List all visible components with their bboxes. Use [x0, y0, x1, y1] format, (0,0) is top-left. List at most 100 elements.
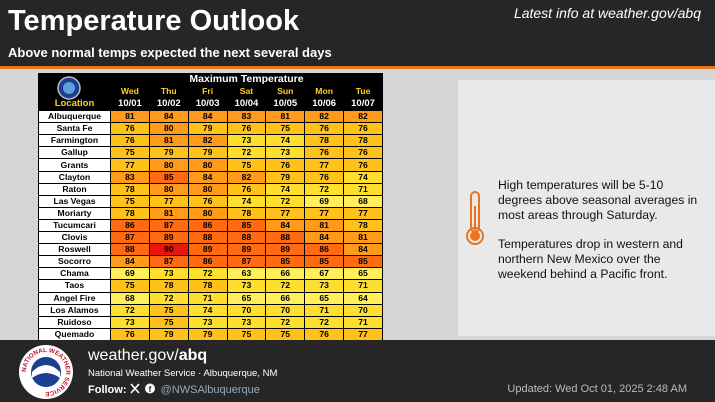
temp-cell: 76: [343, 158, 383, 172]
temp-cell: 86: [187, 255, 228, 269]
days-row: Wed Thu Fri Sat Sun Mon Tue: [39, 86, 383, 97]
table: Maximum Temperature Wed Thu Fri Sat Sun Mon Tue…: [38, 73, 383, 341]
temp-cell: 75: [226, 327, 267, 341]
temp-cell: 81: [343, 231, 383, 245]
temp-cell: 79: [187, 122, 228, 136]
location: Santa Fe: [38, 122, 111, 136]
temp-cell: 81: [110, 110, 150, 124]
temp-cell: 73: [187, 315, 228, 329]
temp-cell: 77: [304, 158, 345, 172]
temp-cell: 75: [265, 122, 306, 136]
temp-cell: 81: [265, 110, 306, 124]
temp-cell: 90: [148, 243, 189, 257]
day: Mon: [315, 86, 333, 97]
handle[interactable]: @NWSAlbuquerque: [160, 384, 260, 396]
temp-cell: 72: [187, 267, 228, 281]
temp-cell: 78: [343, 218, 383, 233]
temp-cell: 81: [304, 218, 345, 233]
temp-cell: 76: [343, 146, 383, 160]
row: Clayton 83 85 84 82 79 76 74: [38, 170, 383, 184]
temp-cell: 88: [110, 243, 150, 257]
footer: NATIONAL WEATHER SERVICE weather.gov/abq…: [0, 340, 715, 402]
temp-cell: 70: [226, 303, 267, 317]
day: Sun: [277, 86, 294, 97]
location: Tucumcari: [38, 218, 111, 233]
temp-cell: 75: [148, 303, 189, 317]
temp-cell: 76: [110, 327, 150, 341]
date: 10/04: [234, 98, 259, 110]
divider: [0, 66, 715, 69]
temp-cell: 74: [187, 303, 228, 317]
location: Ruidoso: [38, 315, 111, 329]
day: Wed: [120, 86, 139, 97]
temp-cell: 73: [304, 279, 345, 293]
temp-cell: 73: [226, 279, 267, 293]
temp-cell: 87: [226, 255, 267, 269]
temp-cell: 74: [265, 182, 306, 196]
temp-cell: 71: [343, 182, 383, 196]
temp-cell: 76: [304, 327, 345, 341]
row: Socorro 84 87 86 87 85 85 85: [38, 255, 383, 269]
row: Santa Fe 76 80 79 76 75 76 76: [38, 122, 383, 136]
header-bar: [0, 0, 715, 66]
date: 10/01: [118, 98, 142, 110]
date: 10/05: [273, 98, 298, 110]
location: Clovis: [38, 231, 111, 245]
location: Taos: [38, 279, 111, 293]
location: Grants: [38, 158, 111, 172]
row: Las Vegas 75 77 76 74 72 69 68: [38, 194, 383, 208]
site-link[interactable]: weather.gov/abq: [88, 347, 207, 365]
temp-cell: 80: [148, 182, 189, 196]
location: Moriarty: [38, 206, 111, 220]
temp-cell: 65: [226, 291, 267, 305]
temp-cell: 84: [265, 218, 306, 233]
temp-cell: 78: [110, 182, 150, 196]
paragraph: High temperatures will be 5-10 degrees a…: [498, 178, 698, 222]
location-label: Location: [54, 98, 95, 110]
row: Grants 77 80 80 75 76 77 76: [38, 158, 383, 172]
table-title: Maximum Temperature: [189, 73, 304, 85]
social-icons[interactable]: f: [129, 383, 158, 394]
temp-cell: 80: [148, 122, 189, 136]
temp-cell: 83: [110, 170, 150, 184]
temp-cell: 72: [304, 182, 345, 196]
date: 10/06: [312, 98, 337, 110]
temp-cell: 84: [304, 231, 345, 245]
temp-cell: 74: [226, 194, 267, 208]
temp-cell: 77: [304, 206, 345, 220]
temp-cell: 72: [110, 303, 150, 317]
day: Thu: [160, 86, 177, 97]
temp-cell: 71: [343, 315, 383, 329]
temp-cell: 88: [265, 231, 306, 245]
latest-link[interactable]: Latest info at weather.gov/abq: [513, 5, 701, 21]
temp-cell: 72: [265, 194, 306, 208]
temp-cell: 75: [148, 315, 189, 329]
row: Gallup 75 79 79 72 73 76 76: [38, 146, 383, 160]
subtitle: Above normal temps expected the next sev…: [8, 45, 332, 60]
temp-cell: 89: [226, 243, 267, 257]
row: Taos 75 78 78 73 72 73 71: [38, 279, 383, 293]
temp-cell: 72: [265, 315, 306, 329]
temp-cell: 76: [110, 134, 150, 148]
temp-cell: 86: [187, 218, 228, 233]
temp-cell: 76: [226, 182, 267, 196]
row: Ruidoso 73 75 73 73 72 72 71: [38, 315, 383, 329]
temp-cell: 79: [265, 170, 306, 184]
temp-cell: 82: [226, 170, 267, 184]
row: Quemado 76 79 79 75 75 76 77: [38, 327, 383, 341]
temp-cell: 80: [148, 158, 189, 172]
location: Los Alamos: [38, 303, 111, 317]
temp-cell: 63: [226, 267, 267, 281]
temp-cell: 81: [148, 134, 189, 148]
temp-cell: 74: [343, 170, 383, 184]
row: Albuquerque 81 84 84 83 81 82 82: [38, 110, 383, 124]
row: Farmington 76 81 82 73 74 78 78: [38, 134, 383, 148]
temp-cell: 80: [187, 182, 228, 196]
temp-cell: 75: [226, 158, 267, 172]
temp-cell: 66: [265, 267, 306, 281]
temp-cell: 73: [226, 134, 267, 148]
date: 10/07: [351, 98, 375, 110]
temp-cell: 76: [110, 122, 150, 136]
temp-cell: 65: [304, 291, 345, 305]
